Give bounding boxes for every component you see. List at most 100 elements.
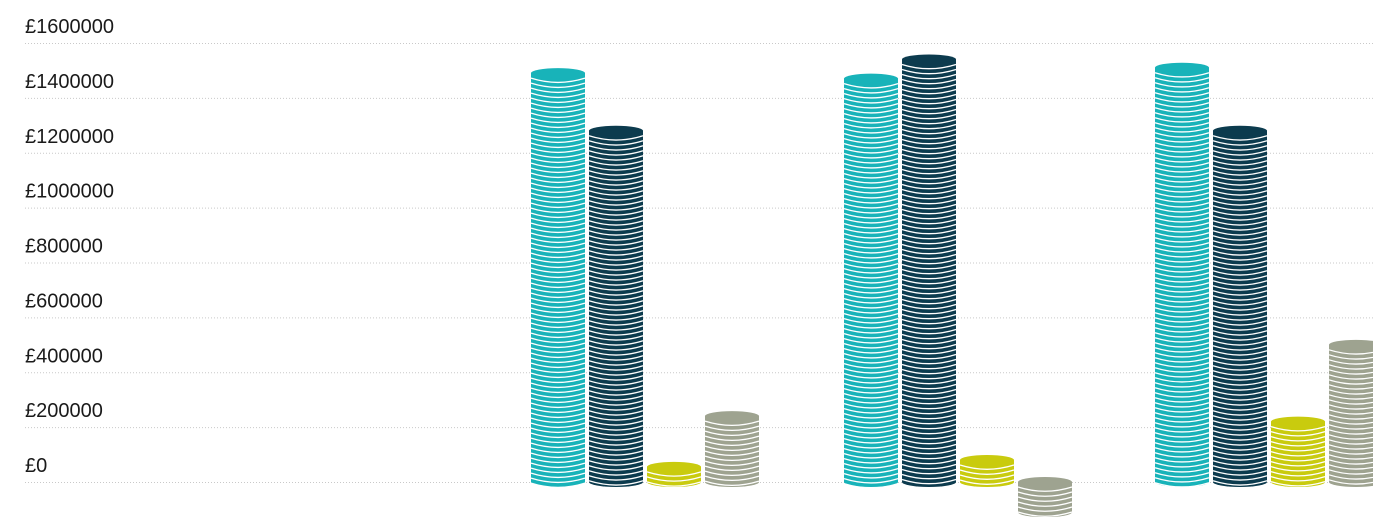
coin-edge-line [530,232,586,239]
coin-edge-line [530,77,586,84]
coin-edge-line [530,382,586,389]
coin-edge-line [588,470,644,476]
coin-edge-line [1328,354,1373,360]
coin-edge-line [901,338,957,345]
coin-edge-line [530,107,586,114]
coin-edge-line [588,435,644,441]
coin-edge-line [588,280,644,286]
coin-edge-line [843,288,899,294]
coin-edge-line [843,418,899,424]
coin-edge-line [843,438,899,444]
coin-edge-line [530,482,586,489]
coin-edge-line [1212,305,1268,311]
coin-edge-line [1212,195,1268,201]
coin-edge-line [530,437,586,444]
coin-edge-line [901,108,957,115]
coin-edge-line [588,150,644,156]
coin-edge-line [1212,455,1268,461]
coin-edge-line [843,408,899,414]
coin-edge-line [530,452,586,459]
coin-edge-line [843,328,899,334]
coin-edge-line [530,467,586,474]
coin-edge-line [588,335,644,341]
coin-edge-line [1154,147,1210,153]
bar-top-coin [589,125,643,136]
coin-edge-line [901,283,957,290]
coin-edge-line [1212,230,1268,236]
coin-edge-line [530,387,586,394]
coin-edge-line [901,438,957,445]
coin-edge-line [530,462,586,469]
coin-edge-line [843,368,899,374]
coin-edge-line [843,198,899,204]
coin-edge-line [530,112,586,119]
coin-edge-line [1154,302,1210,308]
coin-edge-line [1212,300,1268,306]
y-tick-label: £800000 [25,236,103,258]
coin-edge-line [1328,459,1373,465]
coin-edge-line [843,463,899,469]
coin-edge-line [1154,432,1210,438]
bar-top-coin [1018,477,1072,487]
coin-edge-line [1212,190,1268,196]
coin-edge-line [1154,142,1210,148]
coin-edge-line [843,388,899,394]
coin-edge-line [530,152,586,159]
coin-edge-line [1212,445,1268,451]
coin-edge-line [1154,157,1210,163]
bar-base [902,477,956,487]
coin-edge-line [1328,429,1373,435]
coin-edge-line [1154,282,1210,288]
coin-edge-line [530,402,586,409]
coin-edge-line [588,445,644,451]
coin-edge-line [843,123,899,129]
bar-base [844,477,898,487]
coin-edge-line [901,213,957,220]
coin-edge-line [843,443,899,449]
coin-edge-line [1270,476,1326,482]
coin-edge-line [1270,426,1326,432]
coin-edge-line [843,143,899,149]
coin-edge-line [1328,439,1373,445]
coin-edge-line [1154,402,1210,408]
coin-edge-line [843,203,899,209]
coin-edge-line [1212,240,1268,246]
coin-edge-line [588,365,644,371]
coin-edge-line [1017,501,1073,507]
coin-edge-line [530,282,586,289]
coin-edge-line [1328,379,1373,385]
coin-edge-line [1154,412,1210,418]
coin-edge-line [1154,307,1210,313]
coin-edge-line [901,138,957,145]
coin-edge-line [1212,170,1268,176]
coin-edge-line [530,317,586,324]
coin-edge-line [843,448,899,454]
coin-edge-line [1212,375,1268,381]
coin-edge-line [530,272,586,279]
coin-edge-line [843,313,899,319]
coin-edge-line [530,172,586,179]
coin-edge-line [901,443,957,450]
coin-edge-line [1212,360,1268,366]
coin-edge-line [843,393,899,399]
coin-edge-line [1212,175,1268,181]
coin-edge-line [1154,212,1210,218]
coin-edge-line [530,212,586,219]
coin-edge-line [1270,471,1326,477]
coin-edge-line [901,318,957,325]
coin-edge-line [901,468,957,475]
coin-edge-line [843,243,899,249]
coin-edge-line [704,470,760,477]
coin-edge-line [843,178,899,184]
coin-edge-line [1154,232,1210,238]
coin-edge-line [901,118,957,125]
y-tick-label: £1000000 [25,181,114,203]
coin-edge-line [588,230,644,236]
coin-edge-line [588,165,644,171]
coin-edge-line [1154,107,1210,113]
coin-edge-line [1212,325,1268,331]
coin-edge-line [1154,357,1210,363]
coin-edge-line [1017,496,1073,502]
coin-edge-line [588,320,644,326]
coin-edge-line [843,93,899,99]
